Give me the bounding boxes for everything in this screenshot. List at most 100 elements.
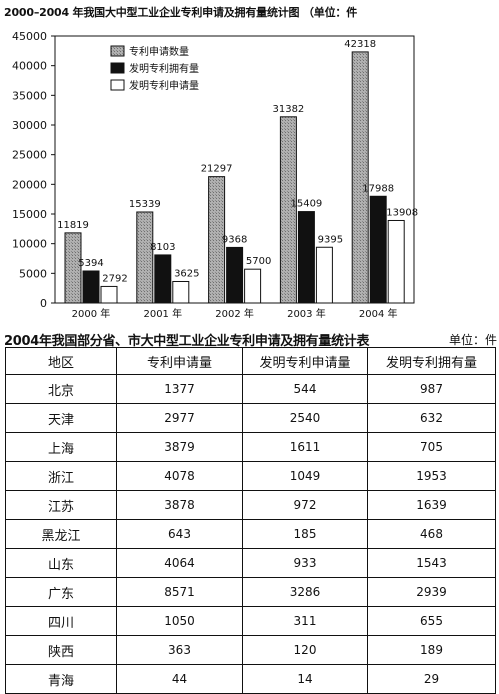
table-cell-value: 1639 xyxy=(367,490,496,520)
table-cell-value: 2977 xyxy=(116,403,243,433)
legend-label: 发明专利拥有量 xyxy=(129,62,199,75)
table-cell-value: 185 xyxy=(242,519,368,549)
legend-swatch xyxy=(110,62,125,74)
table-cell-value: 3879 xyxy=(116,432,243,462)
bar-invention-applications xyxy=(100,285,118,304)
table-cell-region: 陕西 xyxy=(5,635,117,665)
table-cell-value: 987 xyxy=(367,374,496,404)
table-cell-value: 120 xyxy=(242,635,368,665)
y-tick-label: 5000 xyxy=(19,267,47,280)
data-label: 5394 xyxy=(78,258,103,269)
table-row: 浙江 4078 1049 1953 xyxy=(5,461,496,491)
data-label: 13908 xyxy=(386,207,418,218)
bar-patent-applications xyxy=(351,51,369,304)
table-cell-value: 1611 xyxy=(242,432,368,462)
table-header-row: 地区 专利申请量 发明专利申请量 发明专利拥有量 xyxy=(5,347,496,375)
y-tick-label: 0 xyxy=(40,297,47,310)
y-tick-label: 10000 xyxy=(12,238,47,251)
bar-patent-applications xyxy=(64,232,82,304)
bar-invention-holdings xyxy=(297,211,315,304)
table-cell-value: 1049 xyxy=(242,461,368,491)
table-cell-value: 544 xyxy=(242,374,368,404)
table-cell-value: 8571 xyxy=(116,577,243,607)
table-cell-value: 1377 xyxy=(116,374,243,404)
table-cell-region: 北京 xyxy=(5,374,117,404)
table-cell-value: 29 xyxy=(367,664,496,694)
bar-invention-holdings xyxy=(369,195,387,304)
data-label: 3625 xyxy=(174,268,199,279)
data-label: 9395 xyxy=(318,234,343,245)
bar-invention-applications xyxy=(315,246,333,304)
table-cell-value: 44 xyxy=(116,664,243,694)
table-cell-value: 1543 xyxy=(367,548,496,578)
legend-label: 发明专利申请量 xyxy=(129,79,199,92)
table-row: 上海 3879 1611 705 xyxy=(5,432,496,462)
table-cell-value: 14 xyxy=(242,664,368,694)
bar-patent-applications xyxy=(136,211,154,304)
header-invention-holdings: 发明专利拥有量 xyxy=(367,347,496,375)
table-cell-value: 4064 xyxy=(116,548,243,578)
bar-invention-applications xyxy=(387,219,405,304)
y-tick-label: 20000 xyxy=(12,178,47,191)
data-label: 8103 xyxy=(150,242,175,253)
stats-table: 地区 专利申请量 发明专利申请量 发明专利拥有量 北京 1377 544 987 天津 2… xyxy=(5,347,496,694)
data-label: 5700 xyxy=(246,256,271,267)
legend-label: 专利申请数量 xyxy=(129,45,189,58)
table-cell-value: 972 xyxy=(242,490,368,520)
y-tick-label: 35000 xyxy=(12,89,47,102)
table-cell-value: 705 xyxy=(367,432,496,462)
y-tick-label: 30000 xyxy=(12,119,47,132)
y-tick-label: 15000 xyxy=(12,208,47,221)
x-tick-label: 2000 年 xyxy=(72,307,111,320)
header-region: 地区 xyxy=(5,347,117,375)
table-title: 2004年我国部分省、市大中型工业企业专利申请及拥有量统计表 xyxy=(4,334,370,349)
data-label: 15339 xyxy=(129,199,161,210)
bar-invention-holdings xyxy=(226,246,244,304)
table-row: 四川 1050 311 655 xyxy=(5,606,496,636)
chart-bars xyxy=(64,51,405,304)
bar-invention-applications xyxy=(172,280,190,304)
x-tick-label: 2003 年 xyxy=(287,307,326,320)
data-label: 2792 xyxy=(102,273,127,284)
table-cell-value: 643 xyxy=(116,519,243,549)
bar-patent-applications xyxy=(279,116,297,304)
data-label: 17988 xyxy=(362,183,394,194)
table-cell-value: 363 xyxy=(116,635,243,665)
header-invention-applications: 发明专利申请量 xyxy=(242,347,368,375)
table-cell-value: 3878 xyxy=(116,490,243,520)
table-cell-region: 青海 xyxy=(5,664,117,694)
data-label: 42318 xyxy=(344,39,376,50)
data-label: 31382 xyxy=(272,104,304,115)
legend-swatch xyxy=(110,45,125,57)
y-tick-label: 40000 xyxy=(12,60,47,73)
bar-patent-applications xyxy=(208,176,226,304)
table-cell-region: 江苏 xyxy=(5,490,117,520)
bar-invention-applications xyxy=(244,268,262,304)
chart-axes: 0 5000 10000 15000 20000 25000 30000 35000 40000… xyxy=(12,30,415,320)
table-cell-region: 山东 xyxy=(5,548,117,578)
table-cell-region: 天津 xyxy=(5,403,117,433)
y-tick-label: 45000 xyxy=(12,30,47,43)
x-tick-label: 2002 年 xyxy=(215,307,254,320)
table-cell-value: 655 xyxy=(367,606,496,636)
data-label: 9368 xyxy=(222,234,247,245)
x-tick-label: 2004 年 xyxy=(359,307,398,320)
bar-invention-holdings xyxy=(154,254,172,304)
table-row: 广东 8571 3286 2939 xyxy=(5,577,496,607)
table-row: 青海 44 14 29 xyxy=(5,664,496,694)
table-cell-value: 2540 xyxy=(242,403,368,433)
table-cell-region: 四川 xyxy=(5,606,117,636)
table-cell-region: 黑龙江 xyxy=(5,519,117,549)
data-label: 15409 xyxy=(290,199,322,210)
table-cell-region: 浙江 xyxy=(5,461,117,491)
chart-title: 2000–2004 年我国大中型工业企业专利申请及拥有量统计图 （单位：件 xyxy=(4,6,357,19)
table-cell-value: 1953 xyxy=(367,461,496,491)
table-row: 陕西 363 120 189 xyxy=(5,635,496,665)
x-tick-label: 2001 年 xyxy=(143,307,182,320)
table-cell-value: 933 xyxy=(242,548,368,578)
bar-invention-holdings xyxy=(82,270,100,304)
table-cell-value: 311 xyxy=(242,606,368,636)
chart-data-labels: 11819 5394 2792 15339 8103 3625 21297 9368 5700 3… xyxy=(57,39,418,285)
header-patent-applications: 专利申请量 xyxy=(116,347,243,375)
